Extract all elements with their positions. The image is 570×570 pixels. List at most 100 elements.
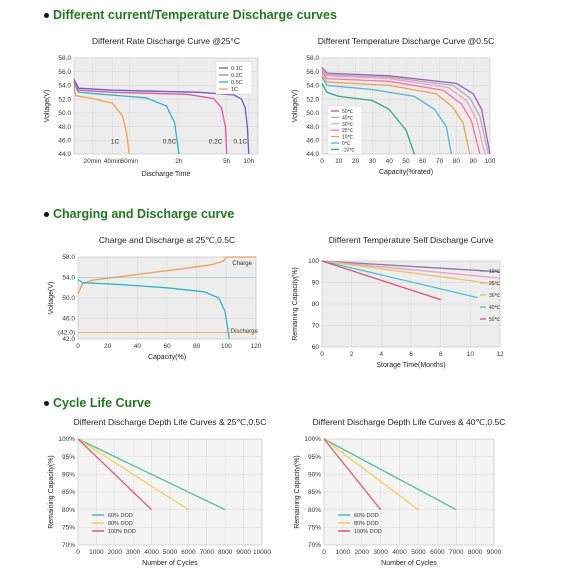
- y-tick-label: 44.0: [306, 151, 319, 158]
- legend-label: 25℃: [342, 128, 354, 134]
- series-line: [321, 71, 481, 155]
- x-tick-label: 20: [352, 158, 360, 165]
- y-tick-label: 90%: [308, 472, 321, 479]
- y-tick-label: 95%: [308, 454, 321, 461]
- chart-life-25c: Different Discharge Depth Life Curves & …: [48, 417, 271, 567]
- legend-label: 25℃: [489, 281, 501, 287]
- x-tick-label: 1000: [336, 549, 351, 556]
- legend-label: 1C: [231, 87, 238, 93]
- y-axis-label: Voltage(V): [44, 90, 51, 123]
- curve-annotation: Discharge: [231, 329, 259, 335]
- y-axis-label: Voltage(V): [292, 90, 299, 123]
- y-tick-label: 100%: [304, 436, 321, 443]
- y-tick-label: 48.0: [58, 124, 71, 131]
- y-tick-label: 80%: [308, 507, 321, 514]
- x-axis-label: Number of Cycles: [381, 560, 437, 567]
- y-tick-label: 42.0: [62, 336, 75, 343]
- y-tick-label: 90%: [62, 472, 75, 479]
- legend-label: 0.2C: [231, 73, 243, 79]
- x-tick-label: 8000: [218, 549, 233, 556]
- x-tick-label: 3000: [126, 549, 141, 556]
- y-axis-label: Remaining Capacity(%): [48, 455, 55, 529]
- y-axis-label: Remaining Capacity(%): [292, 267, 299, 341]
- series-line: [77, 278, 230, 340]
- x-tick-label: 2000: [355, 549, 370, 556]
- x-tick-label: 5000: [411, 549, 426, 556]
- chart-title: Different Temperature Discharge Curve @0…: [318, 36, 495, 46]
- x-axis-label: Capacity(%rated): [379, 169, 433, 176]
- x-tick-label: 7000: [200, 549, 215, 556]
- legend-label: 40℃: [489, 305, 501, 311]
- x-tick-label: 20min: [84, 158, 102, 165]
- x-tick-label: 100: [485, 158, 496, 165]
- x-tick-label: 40min: [104, 158, 122, 165]
- x-axis-label: Capacity(%): [148, 354, 186, 361]
- x-tick-label: 4000: [392, 549, 407, 556]
- x-tick-label: 9000: [236, 549, 251, 556]
- x-tick-label: 10: [467, 351, 475, 358]
- x-tick-label: 60: [163, 343, 171, 350]
- y-tick-label: 100%: [58, 436, 75, 443]
- chart-self-discharge: Different Temperature Self Discharge Cur…: [292, 235, 504, 369]
- x-tick-label: 3000: [373, 549, 388, 556]
- x-tick-label: 9000: [487, 549, 502, 556]
- x-tick-label: 80: [453, 158, 461, 165]
- x-tick-label: 80: [193, 343, 201, 350]
- series-line: [321, 260, 501, 279]
- y-tick-label: 70%: [62, 542, 75, 549]
- legend-label: 80% DOD: [108, 521, 133, 527]
- x-tick-label: 70: [436, 158, 444, 165]
- y-axis-label: Voltage(V): [48, 282, 55, 315]
- chart-temperature-discharge: Different Temperature Discharge Curve @0…: [292, 36, 496, 176]
- x-tick-label: 0: [322, 549, 326, 556]
- y-tick-label: (42.0): [58, 330, 75, 337]
- y-tick-label: 60: [312, 344, 320, 351]
- legend-label: 0.5C: [231, 80, 243, 86]
- y-tick-label: 58.0: [62, 254, 75, 261]
- legend-label: 40℃: [342, 115, 354, 121]
- y-tick-label: 90: [312, 280, 320, 287]
- x-tick-label: 4: [380, 351, 384, 358]
- series-line: [321, 83, 416, 155]
- x-tick-label: 0: [76, 343, 80, 350]
- legend-label: 100% DOD: [354, 529, 382, 535]
- legend-label: 10℃: [489, 269, 501, 275]
- x-tick-label: 8000: [468, 549, 483, 556]
- x-tick-label: 8: [439, 351, 443, 358]
- section-title-text: Different current/Temperature Discharge …: [53, 8, 337, 22]
- series-line: [73, 79, 250, 155]
- y-tick-label: 52.0: [306, 96, 319, 103]
- y-tick-label: 54.0: [306, 83, 319, 90]
- bullet-icon: [44, 13, 49, 19]
- y-tick-label: 75%: [62, 525, 75, 532]
- curve-annotation: Charge: [232, 261, 252, 267]
- y-tick-label: 44.0: [58, 151, 71, 158]
- legend-label: 80% DOD: [354, 521, 379, 527]
- series-line: [321, 76, 453, 155]
- chart-title: Different Rate Discharge Curve @25°C: [92, 36, 240, 46]
- series-line: [73, 85, 130, 155]
- y-tick-label: 48.0: [306, 124, 319, 131]
- x-tick-label: 1000: [89, 549, 104, 556]
- x-tick-label: 6: [409, 351, 413, 358]
- series-line: [321, 69, 486, 155]
- y-tick-label: 80%: [62, 507, 75, 514]
- y-tick-label: 46.0: [62, 316, 75, 323]
- chart-life-40c: Different Discharge Depth Life Curves & …: [294, 417, 505, 567]
- x-tick-label: 60: [419, 158, 427, 165]
- series-line: [321, 67, 491, 155]
- chart-title: Different Temperature Self Discharge Cur…: [329, 235, 494, 245]
- curve-annotation: 1C: [111, 139, 120, 146]
- x-tick-label: 0: [320, 158, 324, 165]
- x-tick-label: 40: [386, 158, 394, 165]
- y-tick-label: 56.0: [58, 69, 71, 76]
- y-tick-label: 70: [312, 323, 320, 330]
- series-line: [77, 438, 189, 511]
- series-line: [321, 260, 501, 273]
- chart-title: Charge and Discharge at 25℃,0.5C: [99, 235, 235, 245]
- bullet-icon: [44, 212, 49, 218]
- y-tick-label: 46.0: [306, 137, 319, 144]
- legend-label: 50℃: [489, 317, 501, 323]
- x-tick-label: 0: [320, 351, 324, 358]
- x-tick-label: 50: [402, 158, 410, 165]
